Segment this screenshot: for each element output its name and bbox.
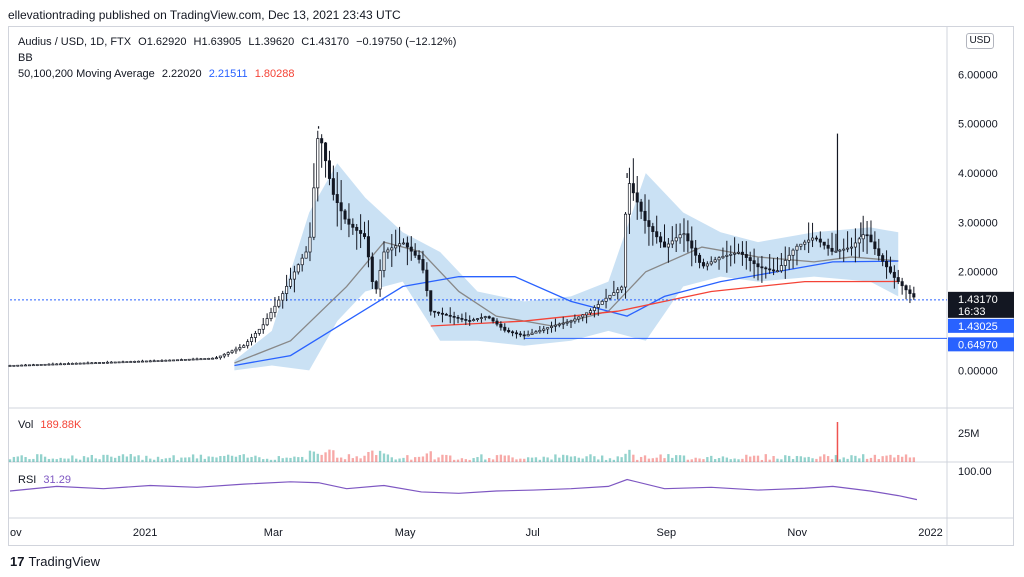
legend-row-symbol: Audius / USD, 1D, FTX O1.62920 H1.63905 … [18,36,460,48]
legend-row-ma: 50,100,200 Moving Average 2.22020 2.2151… [18,68,298,80]
vol-label: Vol [18,419,34,431]
tradingview-logo: 17 TradingView [10,554,100,569]
legend-rsi: RSI 31.29 [18,474,75,486]
ma50-value: 2.22020 [161,68,202,80]
brand-label: TradingView [28,554,101,569]
close-value: C1.43170 [301,36,349,48]
currency-button[interactable]: USD [966,33,994,49]
legend-vol: Vol 189.88K [18,419,85,431]
change-value: −0.19750 (−12.12%) [356,36,457,48]
rsi-label: RSI [18,474,37,486]
open-value: O1.62920 [138,36,187,48]
tv-icon: 17 [10,554,25,569]
publish-line: ellevationtrading published on TradingVi… [8,8,401,22]
ma200-value: 1.80288 [254,68,295,80]
chart-frame [8,26,1014,546]
low-value: L1.39620 [248,36,295,48]
rsi-value: 31.29 [43,474,71,486]
symbol-label: Audius / USD, 1D, FTX [18,36,132,48]
ma-label: 50,100,200 Moving Average [18,68,155,80]
ma100-value: 2.21511 [208,68,248,80]
vol-value: 189.88K [40,419,82,431]
high-value: H1.63905 [193,36,242,48]
legend-bb: BB [18,52,33,64]
